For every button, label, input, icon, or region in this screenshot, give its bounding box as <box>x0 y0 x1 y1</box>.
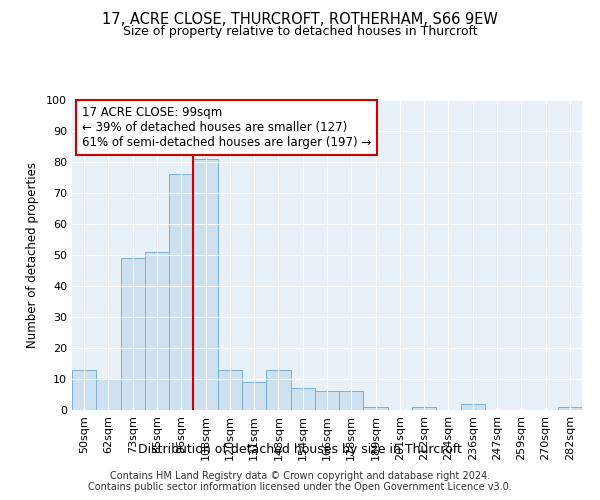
Bar <box>558 407 582 410</box>
Text: Distribution of detached houses by size in Thurcroft: Distribution of detached houses by size … <box>138 442 462 456</box>
Bar <box>339 392 364 410</box>
Text: Contains public sector information licensed under the Open Government Licence v3: Contains public sector information licen… <box>88 482 512 492</box>
Bar <box>266 370 290 410</box>
Text: 17, ACRE CLOSE, THURCROFT, ROTHERHAM, S66 9EW: 17, ACRE CLOSE, THURCROFT, ROTHERHAM, S6… <box>102 12 498 28</box>
Bar <box>242 382 266 410</box>
Bar <box>169 174 193 410</box>
Bar <box>145 252 169 410</box>
Bar <box>121 258 145 410</box>
Text: Contains HM Land Registry data © Crown copyright and database right 2024.: Contains HM Land Registry data © Crown c… <box>110 471 490 481</box>
Y-axis label: Number of detached properties: Number of detached properties <box>26 162 39 348</box>
Bar <box>364 407 388 410</box>
Bar <box>290 388 315 410</box>
Bar <box>461 404 485 410</box>
Bar <box>96 379 121 410</box>
Bar <box>193 159 218 410</box>
Bar <box>218 370 242 410</box>
Text: Size of property relative to detached houses in Thurcroft: Size of property relative to detached ho… <box>122 25 478 38</box>
Text: 17 ACRE CLOSE: 99sqm
← 39% of detached houses are smaller (127)
61% of semi-deta: 17 ACRE CLOSE: 99sqm ← 39% of detached h… <box>82 106 371 149</box>
Bar <box>72 370 96 410</box>
Bar <box>412 407 436 410</box>
Bar <box>315 392 339 410</box>
